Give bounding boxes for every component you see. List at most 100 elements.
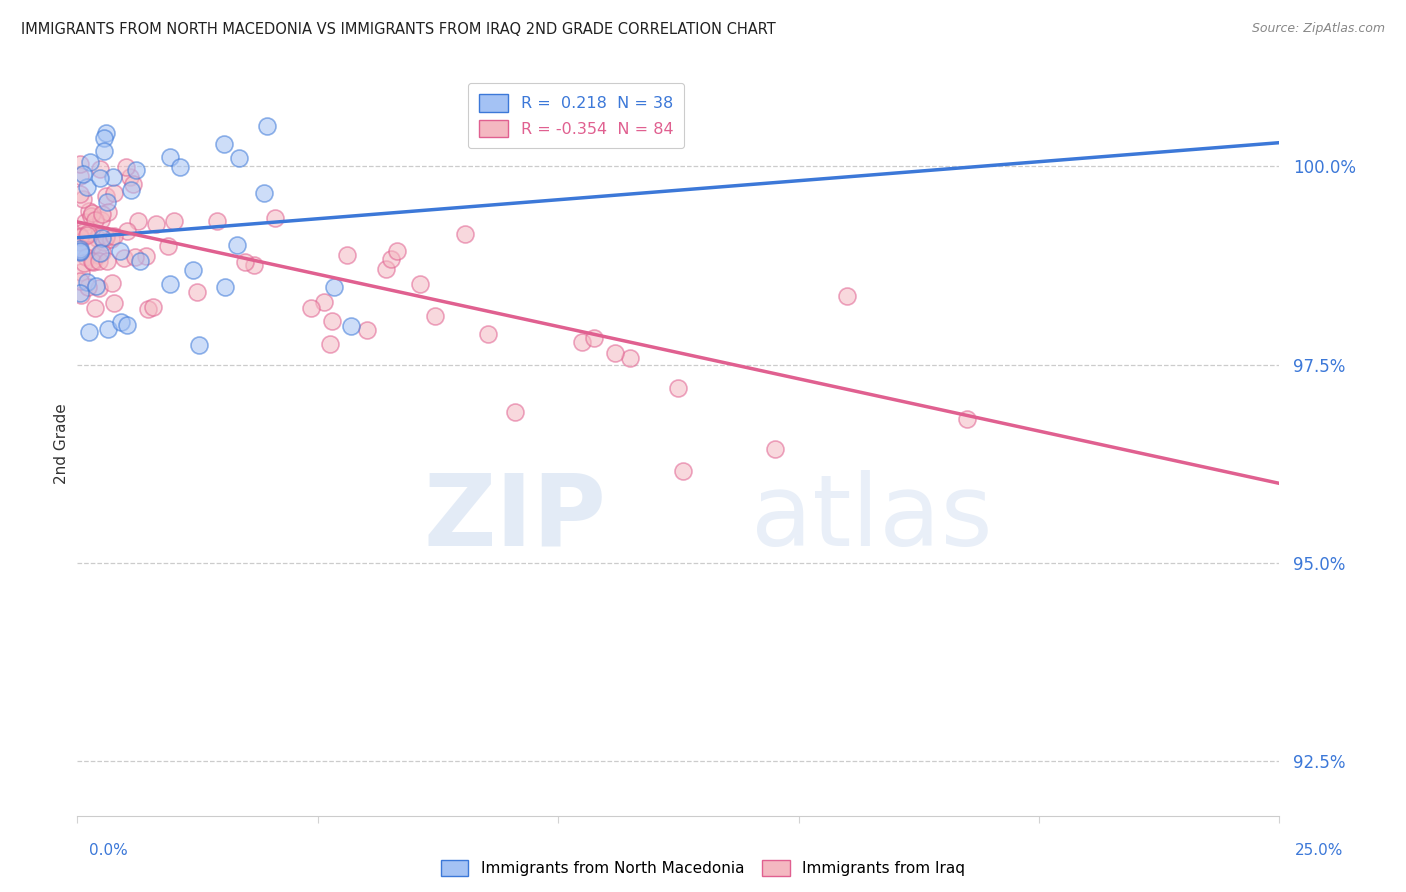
Point bbox=[96, 194, 118, 209]
Point bbox=[118, 169, 141, 184]
Point bbox=[94, 189, 117, 203]
Point bbox=[100, 232, 122, 246]
Point bbox=[323, 280, 346, 294]
Point bbox=[135, 249, 157, 263]
Text: IMMIGRANTS FROM NORTH MACEDONIA VS IMMIGRANTS FROM IRAQ 2ND GRADE CORRELATION CH: IMMIGRANTS FROM NORTH MACEDONIA VS IMMIG… bbox=[21, 22, 776, 37]
Text: 0.0%: 0.0% bbox=[89, 843, 128, 857]
Point bbox=[763, 442, 786, 457]
Point bbox=[90, 231, 112, 245]
Point bbox=[385, 244, 408, 259]
Point bbox=[340, 318, 363, 333]
Point bbox=[103, 229, 125, 244]
Point bbox=[87, 281, 110, 295]
Text: Source: ZipAtlas.com: Source: ZipAtlas.com bbox=[1251, 22, 1385, 36]
Point bbox=[169, 160, 191, 174]
Point bbox=[76, 275, 98, 289]
Point bbox=[77, 226, 100, 240]
Point bbox=[835, 289, 858, 303]
Point bbox=[380, 252, 402, 266]
Point bbox=[69, 285, 91, 300]
Text: atlas: atlas bbox=[751, 470, 993, 566]
Point bbox=[319, 337, 342, 351]
Point bbox=[79, 326, 101, 340]
Point bbox=[124, 163, 146, 178]
Point bbox=[73, 215, 96, 229]
Point bbox=[72, 167, 94, 181]
Point bbox=[356, 323, 378, 337]
Point bbox=[672, 465, 695, 479]
Point bbox=[205, 214, 228, 228]
Point bbox=[503, 405, 526, 419]
Point bbox=[69, 230, 91, 244]
Point bbox=[187, 338, 209, 352]
Point bbox=[163, 213, 186, 227]
Point bbox=[256, 119, 278, 133]
Point bbox=[112, 251, 135, 265]
Point bbox=[312, 295, 335, 310]
Point bbox=[582, 331, 605, 345]
Point bbox=[110, 315, 132, 329]
Point bbox=[159, 277, 181, 291]
Point bbox=[75, 250, 97, 264]
Point bbox=[145, 217, 167, 231]
Text: 25.0%: 25.0% bbox=[1295, 843, 1343, 857]
Point bbox=[69, 235, 91, 249]
Point bbox=[103, 186, 125, 200]
Point bbox=[96, 254, 118, 268]
Point bbox=[69, 242, 91, 256]
Point bbox=[80, 209, 103, 223]
Point bbox=[214, 279, 236, 293]
Point bbox=[159, 150, 181, 164]
Point bbox=[91, 245, 114, 260]
Point bbox=[73, 256, 96, 270]
Point bbox=[186, 285, 208, 299]
Point bbox=[100, 276, 122, 290]
Point bbox=[69, 157, 91, 171]
Point bbox=[603, 346, 626, 360]
Point bbox=[263, 211, 285, 225]
Point bbox=[136, 302, 159, 317]
Point bbox=[82, 255, 104, 269]
Point bbox=[108, 244, 131, 258]
Legend: R =  0.218  N = 38, R = -0.354  N = 84: R = 0.218 N = 38, R = -0.354 N = 84 bbox=[468, 83, 685, 148]
Point bbox=[69, 186, 91, 201]
Point bbox=[253, 186, 276, 200]
Point bbox=[89, 170, 111, 185]
Point bbox=[124, 250, 146, 264]
Point bbox=[69, 229, 91, 244]
Point bbox=[157, 238, 180, 252]
Point bbox=[212, 137, 235, 152]
Point bbox=[127, 214, 149, 228]
Point bbox=[76, 279, 98, 293]
Point bbox=[181, 263, 204, 277]
Point bbox=[90, 213, 112, 227]
Point bbox=[69, 245, 91, 260]
Point bbox=[243, 258, 266, 272]
Point bbox=[72, 192, 94, 206]
Point bbox=[93, 235, 115, 249]
Point bbox=[89, 162, 111, 177]
Point bbox=[101, 170, 124, 185]
Point bbox=[93, 145, 115, 159]
Point bbox=[77, 204, 100, 219]
Point bbox=[69, 244, 91, 259]
Point bbox=[454, 227, 477, 242]
Point bbox=[477, 327, 499, 342]
Point bbox=[408, 277, 430, 292]
Point bbox=[115, 161, 138, 175]
Point bbox=[571, 335, 593, 350]
Point bbox=[121, 177, 143, 191]
Point bbox=[97, 322, 120, 336]
Point bbox=[69, 274, 91, 288]
Point bbox=[70, 265, 93, 279]
Point bbox=[76, 227, 98, 242]
Point bbox=[97, 205, 120, 219]
Point bbox=[129, 253, 152, 268]
Point bbox=[375, 261, 398, 276]
Point bbox=[336, 248, 359, 262]
Point bbox=[70, 288, 93, 302]
Point bbox=[82, 206, 104, 220]
Y-axis label: 2nd Grade: 2nd Grade bbox=[53, 403, 69, 484]
Point bbox=[299, 301, 322, 315]
Point bbox=[423, 310, 446, 324]
